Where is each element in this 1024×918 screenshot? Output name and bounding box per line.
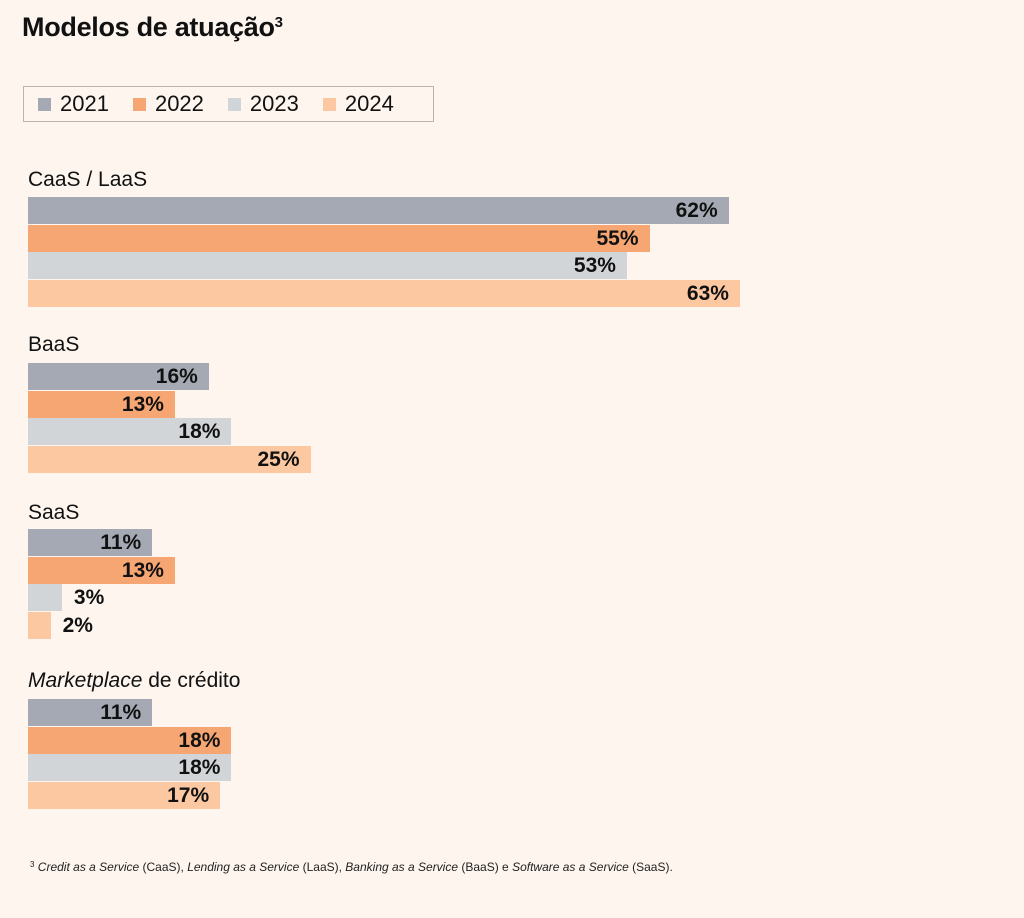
- data-label-2024: 63%: [686, 281, 729, 305]
- legend-label-2023: 2023: [249, 91, 299, 116]
- bar-2024: [28, 781, 221, 809]
- legend-swatch-2021: [38, 97, 51, 111]
- category-label: SaaS: [28, 501, 80, 524]
- chart-title-text: Modelos de atuação: [22, 12, 275, 42]
- bar-2021: [28, 363, 209, 390]
- data-label-2021: 16%: [155, 365, 198, 388]
- data-label-2021: 11%: [100, 701, 142, 724]
- bar-2023: [28, 418, 232, 445]
- legend-item-2022: 2022: [132, 91, 204, 117]
- bar-2024: [28, 279, 740, 307]
- bar-2023: [28, 584, 62, 611]
- data-label-2021: 62%: [675, 199, 718, 222]
- legend-item-2023: 2023: [227, 91, 299, 117]
- legend-label-2024: 2024: [344, 91, 394, 116]
- bar-2024: [28, 445, 311, 473]
- data-label-2023: 18%: [178, 756, 221, 779]
- legend-swatch-2024: [322, 97, 336, 111]
- legend-item-2021: 2021: [38, 91, 109, 117]
- data-label-2023: 53%: [573, 254, 616, 277]
- data-label-2024: 17%: [167, 783, 210, 807]
- bar-2022: [28, 726, 232, 754]
- bar-2021: [28, 197, 729, 224]
- legend-item-2024: 2024: [322, 91, 394, 117]
- legend-label-2021: 2021: [60, 91, 109, 116]
- legend-label-2022: 2022: [154, 91, 204, 116]
- category-label: CaaS / LaaS: [28, 168, 148, 191]
- chart-title: Modelos de atuação3: [22, 12, 283, 43]
- data-label-2023: 3%: [73, 586, 105, 609]
- data-label-2024: 2%: [62, 613, 93, 637]
- data-label-2022: 13%: [121, 392, 164, 416]
- bar-2022: [28, 390, 175, 418]
- bar-2023: [28, 754, 232, 781]
- legend: 2021 2022 2023 2024: [23, 86, 434, 122]
- bar-2024: [28, 611, 51, 639]
- footnote: 3 Credit as a Service (CaaS), Lending as…: [30, 860, 673, 874]
- bar-2021: [28, 699, 153, 726]
- category-label: Marketplace de crédito: [28, 669, 241, 692]
- bar-2021: [28, 529, 153, 556]
- data-label-2022: 18%: [178, 728, 221, 752]
- legend-swatch-2023: [227, 97, 241, 111]
- data-label-2021: 11%: [100, 531, 142, 554]
- data-label-2023: 18%: [178, 420, 221, 443]
- category-label: BaaS: [28, 333, 80, 356]
- bar-2022: [28, 556, 175, 584]
- legend-swatch-2022: [132, 97, 146, 111]
- bar-2022: [28, 224, 650, 252]
- data-label-2024: 25%: [257, 447, 300, 471]
- footnote-mark: 3: [30, 860, 35, 869]
- bar-2023: [28, 252, 627, 279]
- data-label-2022: 13%: [121, 558, 164, 582]
- data-label-2022: 55%: [596, 226, 639, 250]
- footnote-text: Credit as a Service (CaaS), Lending as a…: [37, 860, 673, 874]
- chart-title-footnote-mark: 3: [274, 14, 283, 31]
